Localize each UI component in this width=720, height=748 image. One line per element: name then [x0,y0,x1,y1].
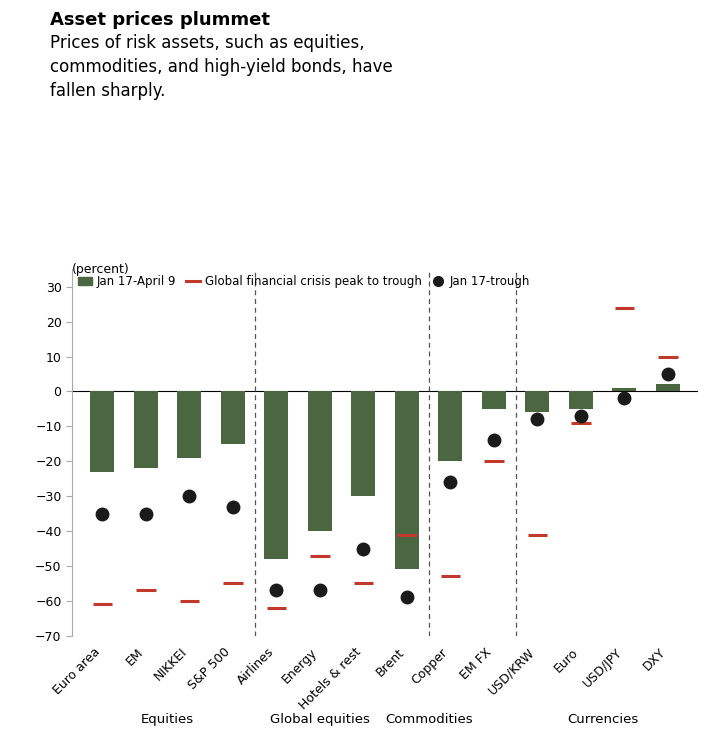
Bar [656,384,680,391]
Bar [221,391,245,444]
Bar [569,391,593,409]
Bar [526,391,549,412]
Text: Prices of risk assets, such as equities,
commodities, and high-yield bonds, have: Prices of risk assets, such as equities,… [50,34,393,100]
Text: (percent): (percent) [72,263,130,276]
Bar [395,391,419,569]
Bar [178,391,202,458]
Text: Currencies: Currencies [567,713,639,726]
Bar [482,391,506,409]
Bar [91,391,114,472]
Text: Asset prices plummet: Asset prices plummet [50,11,271,29]
Bar [438,391,462,462]
Bar [264,391,289,559]
Bar [308,391,332,531]
Text: Global equities: Global equities [270,713,370,726]
Legend: Jan 17-April 9, Global financial crisis peak to trough, Jan 17-trough: Jan 17-April 9, Global financial crisis … [78,275,530,288]
Bar [613,388,636,391]
Bar [134,391,158,468]
Bar [351,391,375,496]
Text: Commodities: Commodities [385,713,472,726]
Text: Equities: Equities [141,713,194,726]
